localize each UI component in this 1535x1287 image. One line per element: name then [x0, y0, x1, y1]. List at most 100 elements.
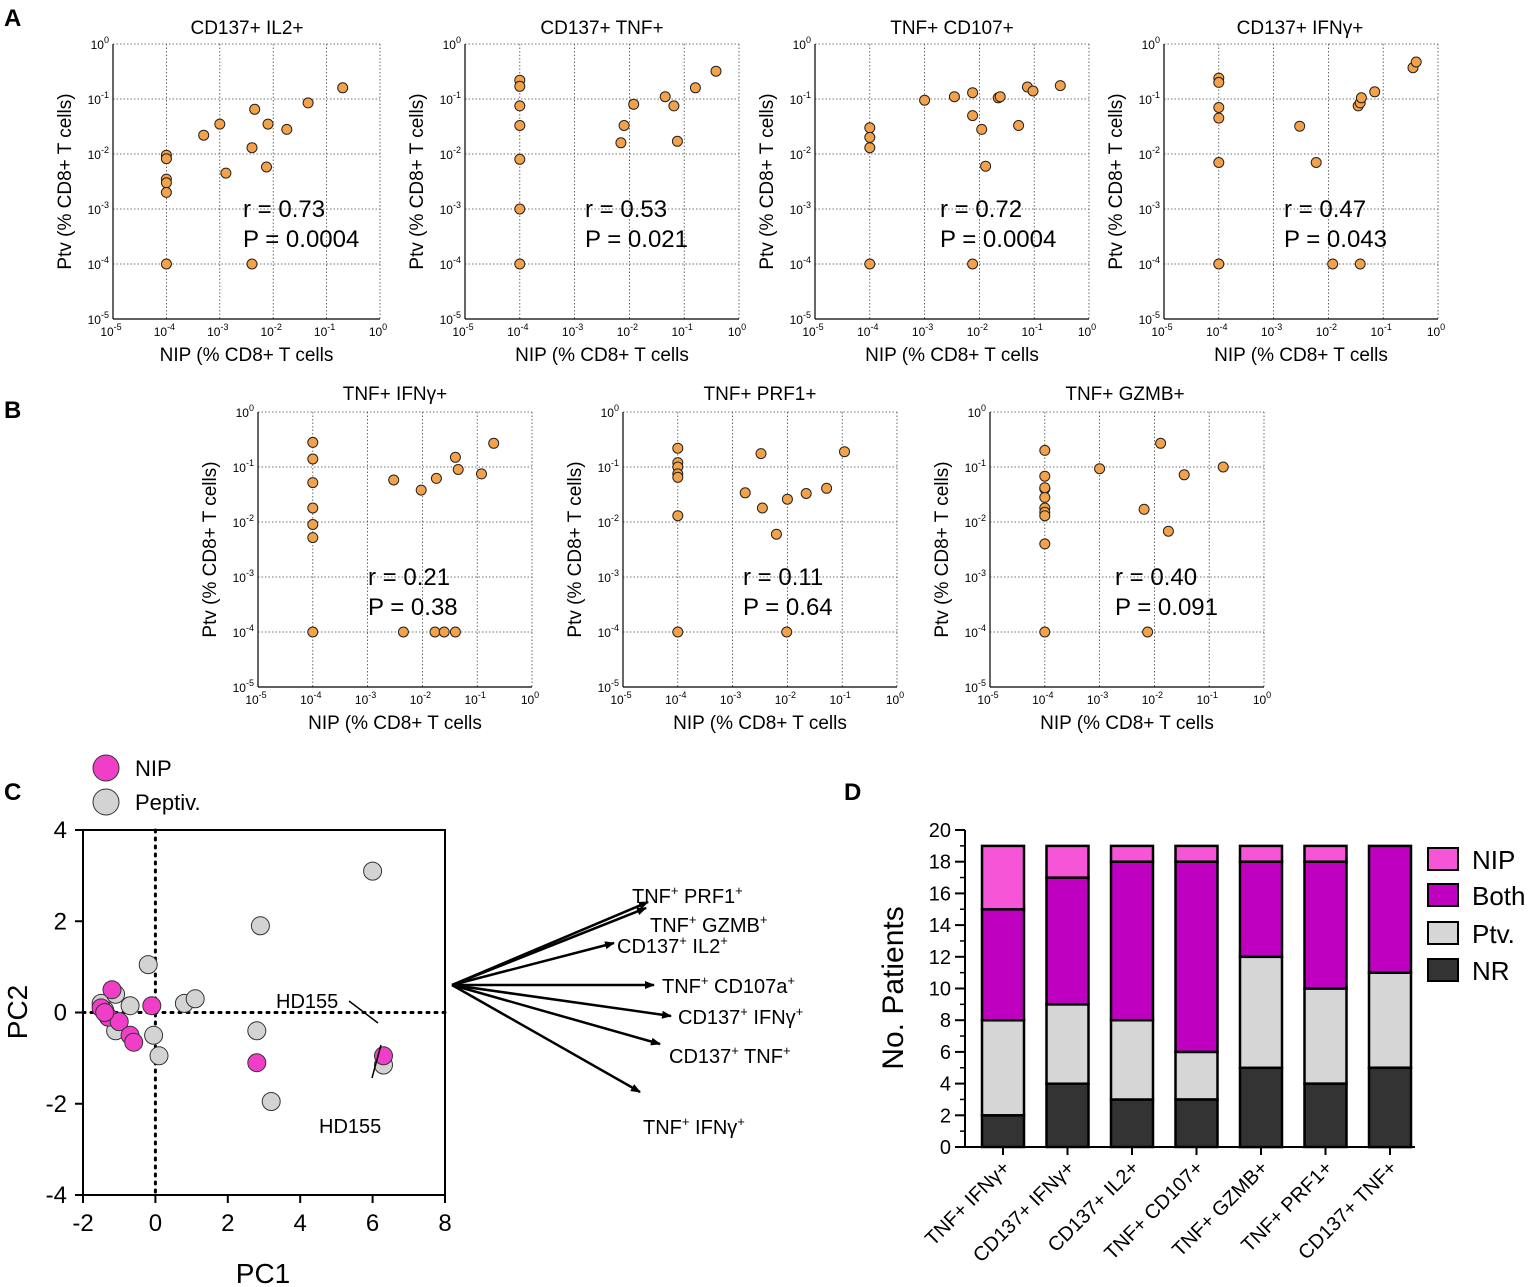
- data-point: [337, 82, 349, 94]
- pca-x-tick-label: 2: [221, 1210, 234, 1237]
- x-tick-label: 10-4: [1206, 322, 1227, 339]
- pca-x-tick-label: -2: [72, 1210, 93, 1237]
- y-tick-label: 10-4: [88, 255, 109, 272]
- data-point: [659, 91, 671, 103]
- bar-segment-both: [1045, 876, 1090, 1006]
- data-point: [967, 258, 979, 270]
- data-point: [1327, 258, 1339, 270]
- data-point: [488, 437, 500, 449]
- data-point: [307, 519, 319, 530]
- annotation-leader: [348, 1000, 379, 1024]
- data-point: [755, 448, 767, 460]
- pca-point-peptiv: [363, 861, 383, 881]
- panel-letter-c: C: [4, 779, 21, 806]
- y-tick-label: 10-3: [790, 200, 811, 217]
- bar-y-tick-label: 2: [940, 1105, 951, 1127]
- data-point: [1213, 76, 1225, 88]
- pca-x-tick-label: 0: [149, 1210, 162, 1237]
- x-tick-label: 100: [1253, 690, 1271, 707]
- y-tick-label: 10-4: [233, 623, 254, 640]
- data-point: [864, 122, 876, 134]
- data-point: [449, 626, 461, 638]
- bar-legend-swatch-ptv: [1427, 921, 1459, 945]
- bar-segment-ptv: [1238, 955, 1284, 1070]
- data-point: [1027, 85, 1039, 97]
- bar-legend-swatch-nr: [1427, 958, 1459, 982]
- loading-label: TNF+ PRF1+: [632, 883, 743, 908]
- bar-segment-nr: [1238, 1066, 1284, 1149]
- bar-legend-label-nip: NIP: [1472, 845, 1515, 875]
- pca-point-nip: [247, 1053, 267, 1073]
- scatter-title: CD137+ IL2+: [190, 18, 303, 39]
- data-point: [198, 129, 210, 141]
- y-tick-label: 10-4: [1139, 255, 1160, 272]
- bar-y-tick-label: 14: [929, 915, 951, 937]
- data-point: [1039, 470, 1051, 482]
- x-tick-label: 10-5: [1151, 322, 1172, 339]
- loading-arrow: [451, 941, 615, 987]
- data-point: [1039, 491, 1051, 503]
- x-tick-label: 10-3: [912, 322, 933, 339]
- data-point: [1039, 444, 1051, 456]
- data-point: [1217, 461, 1229, 473]
- pca-point-peptiv: [149, 1046, 169, 1066]
- x-axis-title: NIP (% CD8+ T cells: [865, 345, 1039, 366]
- bar-segment-ptv: [1367, 971, 1413, 1069]
- y-tick-label: 10-3: [1139, 200, 1160, 217]
- legend-swatch-peptiv: [92, 788, 120, 816]
- data-point: [919, 94, 931, 106]
- scatter-chart-b1: 10-510-510-410-410-310-310-210-210-110-1…: [200, 384, 539, 734]
- bar-legend-swatch-nip: [1427, 847, 1459, 871]
- data-point: [672, 626, 684, 638]
- data-point: [214, 118, 226, 130]
- bar-segment-ptv: [1045, 1003, 1090, 1085]
- pca-y-tick-label: -4: [46, 1182, 67, 1209]
- r-value: r = 0.40: [1115, 564, 1197, 591]
- bar-segment-nr: [1303, 1082, 1348, 1149]
- x-tick-label: 10-4: [665, 690, 686, 707]
- bar-legend-swatch-both: [1427, 883, 1459, 907]
- y-axis-title: Ptv (% CD8+ T cells): [932, 461, 953, 637]
- y-tick-label: 10-2: [965, 513, 986, 530]
- data-point: [1039, 626, 1051, 638]
- data-point: [307, 453, 319, 465]
- data-point: [514, 203, 526, 215]
- bar-legend-label-ptv: Ptv.: [1472, 919, 1515, 949]
- loading-label: CD137+ IL2+: [617, 933, 728, 958]
- panel-letter-a: A: [4, 5, 21, 32]
- bar-segment-ptv: [1303, 987, 1348, 1085]
- data-point: [770, 528, 782, 540]
- data-point: [1142, 626, 1154, 638]
- bar-segment-nip: [1109, 844, 1155, 863]
- panel-letter-d: D: [844, 779, 861, 806]
- x-tick-label: 10-3: [720, 690, 741, 707]
- bar-legend-label-nr: NR: [1472, 956, 1510, 986]
- y-tick-label: 10-2: [790, 145, 811, 162]
- scatter-chart-a3: 10-510-510-410-410-310-310-210-210-110-1…: [757, 18, 1096, 366]
- x-tick-label: 10-5: [452, 322, 473, 339]
- pca-y-tick-label: -2: [46, 1091, 67, 1118]
- data-point: [781, 626, 793, 638]
- data-point: [160, 258, 172, 270]
- p-value: P = 0.0004: [940, 226, 1056, 253]
- data-point: [615, 137, 627, 149]
- legend-label-nip: NIP: [135, 756, 172, 781]
- pca-plot-frame: [82, 829, 446, 1196]
- scatter-chart-a1: 10-510-510-410-410-310-310-210-210-110-1…: [55, 18, 387, 366]
- x-tick-label: 10-1: [1022, 322, 1043, 339]
- r-value: r = 0.53: [585, 196, 667, 223]
- x-tick-label: 10-4: [507, 322, 528, 339]
- legend-label-peptiv: Peptiv.: [135, 790, 201, 815]
- scatter-panels: 10-5 10-5 10-4 10-4 10-3 10-3 10-2 10-2 10-1 10-1…: [55, 18, 1445, 734]
- x-tick-label: 10-4: [1032, 690, 1053, 707]
- data-point: [672, 510, 684, 522]
- bar-y-axis-title: No. Patients: [877, 906, 910, 1069]
- y-tick-label: 10-3: [598, 568, 619, 585]
- data-point: [514, 258, 526, 270]
- scatter-title: CD137+ IFNγ+: [1237, 18, 1364, 39]
- data-point: [994, 91, 1006, 103]
- x-tick-label: 10-5: [610, 690, 631, 707]
- y-tick-label: 10-2: [88, 145, 109, 162]
- x-tick-label: 10-5: [977, 690, 998, 707]
- x-axis-title: NIP (% CD8+ T cells: [1214, 345, 1388, 366]
